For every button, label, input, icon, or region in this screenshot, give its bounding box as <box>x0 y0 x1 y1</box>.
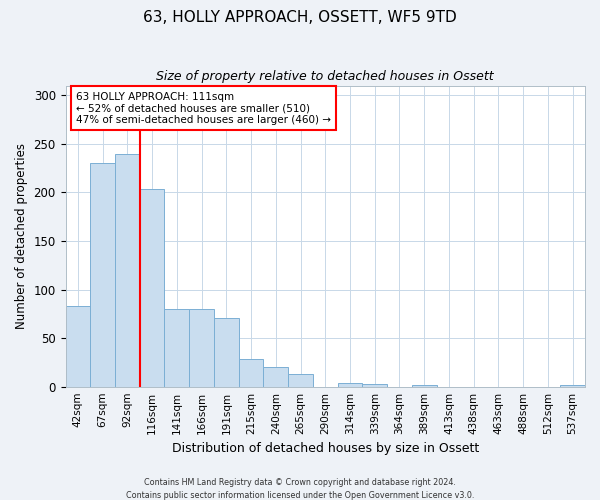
Bar <box>560 384 585 386</box>
Title: Size of property relative to detached houses in Ossett: Size of property relative to detached ho… <box>157 70 494 83</box>
Bar <box>263 368 288 386</box>
Text: 63, HOLLY APPROACH, OSSETT, WF5 9TD: 63, HOLLY APPROACH, OSSETT, WF5 9TD <box>143 10 457 25</box>
Bar <box>115 154 140 386</box>
Y-axis label: Number of detached properties: Number of detached properties <box>15 143 28 329</box>
X-axis label: Distribution of detached houses by size in Ossett: Distribution of detached houses by size … <box>172 442 479 455</box>
Bar <box>140 188 164 386</box>
Bar <box>65 306 90 386</box>
Bar <box>239 360 263 386</box>
Bar <box>338 383 362 386</box>
Text: Contains HM Land Registry data © Crown copyright and database right 2024.
Contai: Contains HM Land Registry data © Crown c… <box>126 478 474 500</box>
Bar <box>90 164 115 386</box>
Bar <box>288 374 313 386</box>
Bar <box>412 384 437 386</box>
Bar <box>189 309 214 386</box>
Text: 63 HOLLY APPROACH: 111sqm
← 52% of detached houses are smaller (510)
47% of semi: 63 HOLLY APPROACH: 111sqm ← 52% of detac… <box>76 92 331 125</box>
Bar <box>164 309 189 386</box>
Bar <box>214 318 239 386</box>
Bar <box>362 384 387 386</box>
